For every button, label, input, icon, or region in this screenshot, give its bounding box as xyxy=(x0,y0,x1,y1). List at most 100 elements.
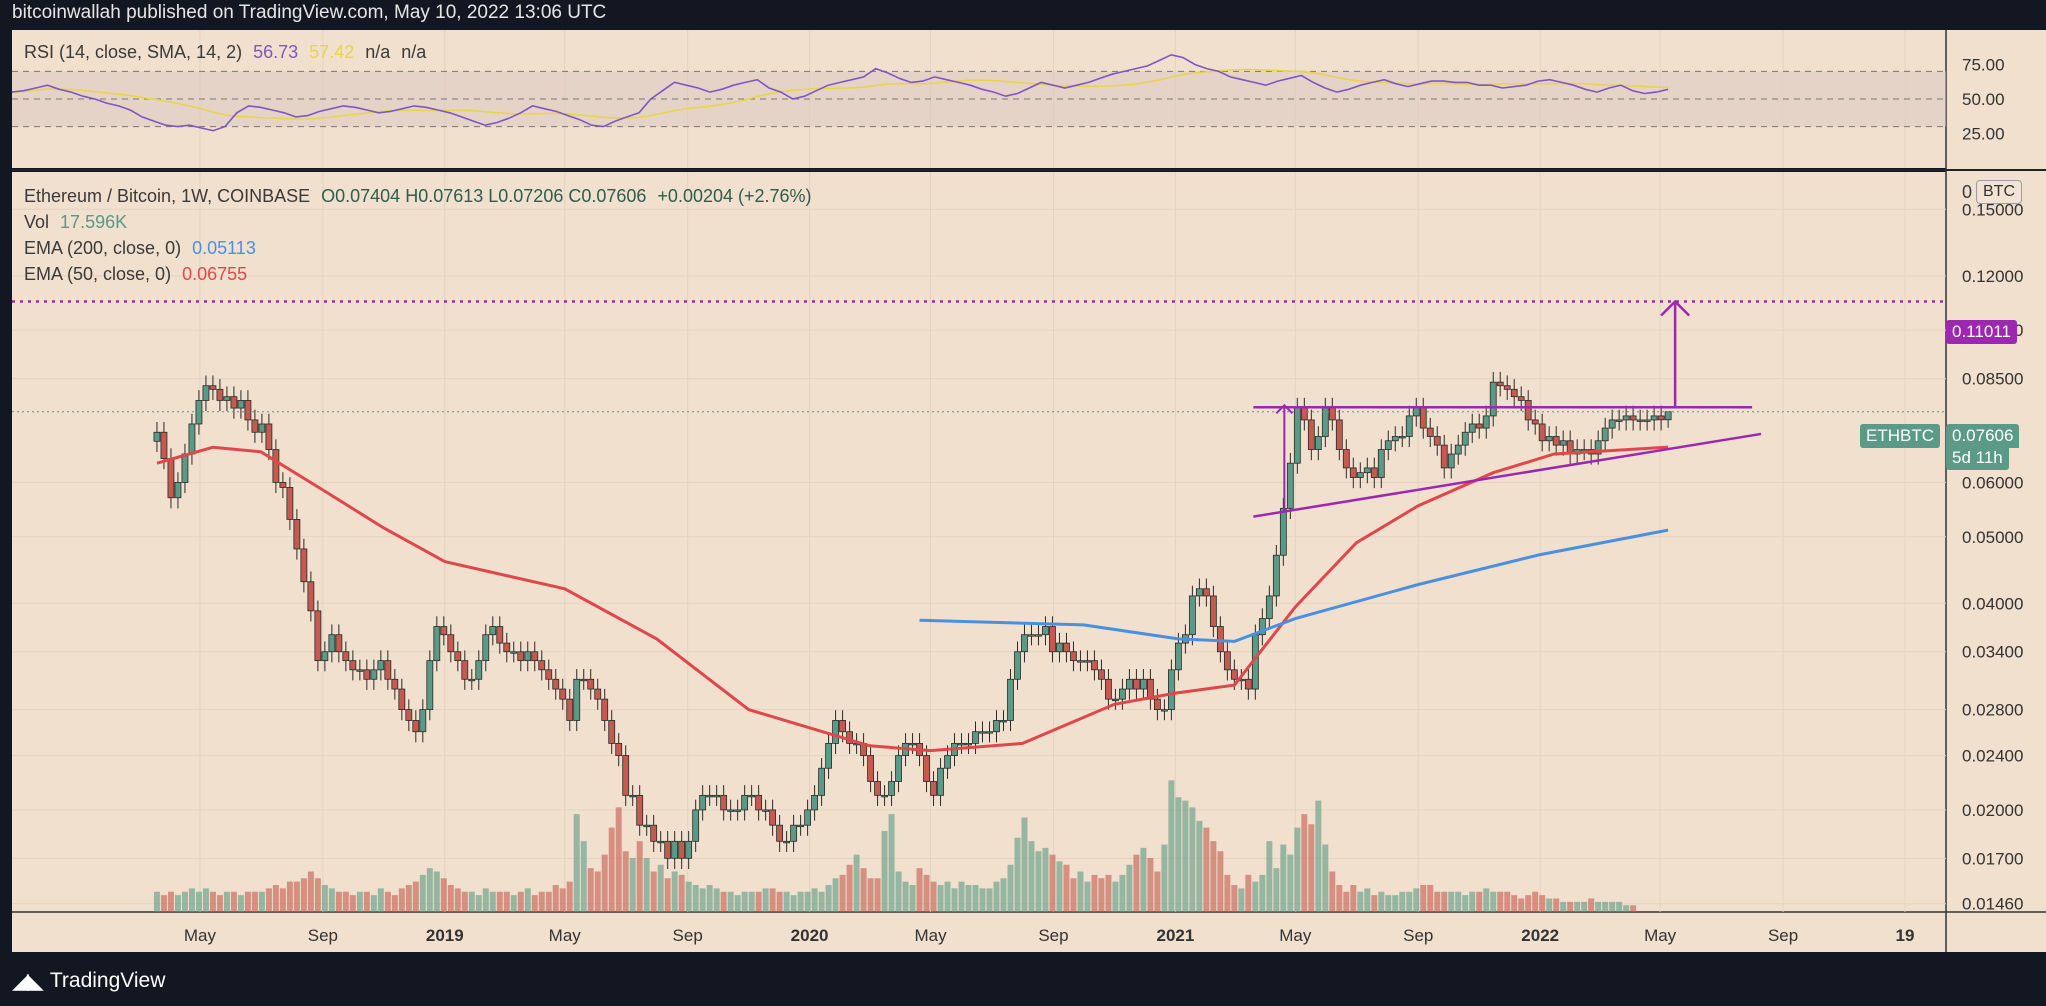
volume-bar xyxy=(1105,874,1112,912)
volume-bar xyxy=(433,871,440,912)
volume-bar xyxy=(671,871,678,912)
candle-body xyxy=(608,720,616,744)
volume-bar xyxy=(937,885,944,912)
volume-bar xyxy=(356,891,363,912)
volume-bar xyxy=(328,888,335,912)
candle-body xyxy=(811,794,818,811)
candle-body xyxy=(1272,554,1280,597)
candle-body xyxy=(1510,388,1518,398)
volume-bar xyxy=(601,854,608,912)
volume-bar xyxy=(1140,847,1147,912)
candle-body xyxy=(1615,419,1623,422)
ema50-legend: EMA (50, close, 0) 0.06755 xyxy=(24,264,253,285)
candle-body xyxy=(545,669,553,680)
y-tick-label: 0.05000 xyxy=(1962,528,2023,547)
candle-body xyxy=(937,767,944,796)
candle-body xyxy=(1119,688,1126,700)
candle-body xyxy=(1349,467,1357,478)
volume-bar xyxy=(1546,898,1553,912)
y-tick-label: 0.08500 xyxy=(1962,370,2023,389)
volume-bar xyxy=(160,895,167,912)
volume-bar xyxy=(958,881,965,912)
volume-bar xyxy=(349,895,356,912)
volume-bar xyxy=(1161,844,1168,912)
volume-bar xyxy=(846,864,853,912)
volume-bar xyxy=(1259,874,1266,912)
volume-bar xyxy=(1483,888,1490,912)
candle-body xyxy=(1545,436,1553,442)
symbol-legend: Ethereum / Bitcoin, 1W, COINBASE O0.0740… xyxy=(24,186,818,207)
candle-body xyxy=(489,626,497,636)
candle-body xyxy=(517,651,525,662)
volume-bar xyxy=(1329,871,1336,912)
candle-body xyxy=(832,720,839,744)
volume-bar xyxy=(503,891,510,912)
x-tick-label: May xyxy=(1279,926,1312,945)
volume-bar xyxy=(979,888,986,912)
volume-bar xyxy=(909,885,916,912)
volume-bar xyxy=(1455,891,1462,912)
volume-bar xyxy=(1448,891,1455,912)
candle-body xyxy=(671,840,679,859)
volume-bar xyxy=(412,881,419,912)
candle-body xyxy=(370,669,378,680)
candle-body xyxy=(930,781,937,796)
header-bar xyxy=(0,0,2046,30)
candle-body xyxy=(1643,419,1651,422)
candle-body xyxy=(1021,634,1028,653)
candle-body xyxy=(1356,472,1364,478)
candle-body xyxy=(944,755,951,769)
candle-body xyxy=(244,400,252,421)
y-tick-label: 0.02800 xyxy=(1962,701,2023,720)
volume-bar xyxy=(650,871,657,912)
candle-body xyxy=(1608,419,1616,429)
volume-bar xyxy=(223,891,230,912)
candle-body xyxy=(461,660,469,680)
candle-body xyxy=(202,385,210,401)
candle-body xyxy=(377,660,385,671)
volume-bar xyxy=(587,868,594,912)
volume-bar xyxy=(405,885,412,912)
candle-body xyxy=(1265,595,1273,619)
candle-body xyxy=(986,731,993,734)
candle-body xyxy=(391,678,399,690)
volume-bar xyxy=(1196,820,1203,912)
candle-body xyxy=(1398,436,1406,439)
target-price-tag: 0.11011 xyxy=(1946,320,2017,344)
volume-bar xyxy=(881,831,888,912)
candle-body xyxy=(1000,720,1007,723)
footer-brand[interactable]: ◢◣ TradingView xyxy=(12,968,165,994)
candle-body xyxy=(1440,444,1448,469)
volume-bar xyxy=(482,888,489,912)
candle-body xyxy=(1035,634,1042,637)
volume-bar xyxy=(1476,891,1483,912)
volume-bar xyxy=(1336,885,1343,912)
volume-bar xyxy=(1609,901,1616,912)
rsi-sma-value: 57.42 xyxy=(309,42,355,62)
volume-bar xyxy=(300,878,307,912)
volume-bar xyxy=(1028,841,1035,912)
candle-body xyxy=(272,449,280,483)
volume-bar xyxy=(202,888,209,912)
volume-bar xyxy=(993,881,1000,912)
y-tick-label: 0.06000 xyxy=(1962,473,2023,492)
candle-body xyxy=(1105,678,1112,700)
volume-bar xyxy=(1532,891,1539,912)
currency-selector[interactable]: BTC xyxy=(1976,180,2022,204)
volume-bar xyxy=(167,891,174,912)
y-tick-label: 0.03400 xyxy=(1962,643,2023,662)
time-axis xyxy=(12,912,1946,952)
candle-body xyxy=(699,794,707,811)
ema50-value: 0.06755 xyxy=(182,264,248,284)
volume-bar xyxy=(1154,871,1161,912)
candle-body xyxy=(286,487,294,520)
volume-bar xyxy=(622,851,629,912)
candle-body xyxy=(1377,449,1385,478)
candle-body xyxy=(1168,669,1175,711)
candle-body xyxy=(363,669,371,680)
volume-bar xyxy=(1553,898,1560,912)
volume-bar xyxy=(1231,885,1238,912)
volume-bar xyxy=(1063,864,1070,912)
volume-bar xyxy=(664,878,671,912)
